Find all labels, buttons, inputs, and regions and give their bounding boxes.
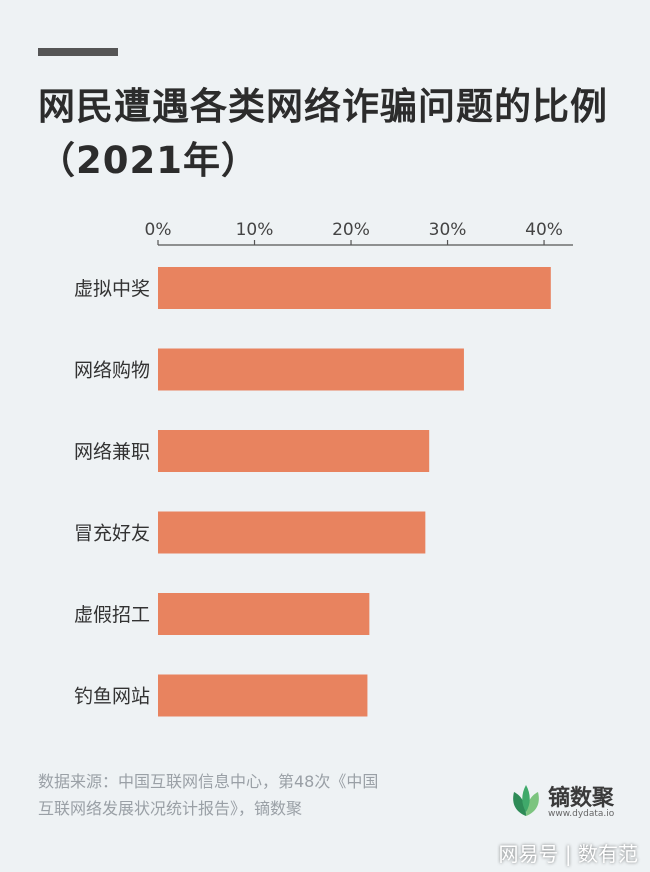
category-label: 虚拟中奖 xyxy=(74,278,150,300)
category-label: 冒充好友 xyxy=(74,523,150,545)
chart-title: 网民遭遇各类网络诈骗问题的比例 （2021年） xyxy=(38,80,638,188)
leaf-logo-icon xyxy=(513,785,539,816)
data-source-line-1: 数据来源：中国互联网信息中心，第48次《中国 xyxy=(38,772,379,791)
data-source-line-2: 互联网络发展状况统计报告》，镝数聚 xyxy=(38,799,303,818)
brand-url: www.dydata.io xyxy=(548,809,615,819)
data-source-note: 数据来源：中国互联网信息中心，第48次《中国 互联网络发展状况统计报告》，镝数聚 xyxy=(38,768,478,822)
watermark: 网易号 | 数有范 xyxy=(498,842,638,866)
x-tick-label: 40% xyxy=(525,220,563,240)
category-label: 钓鱼网站 xyxy=(74,686,150,708)
bar xyxy=(158,674,368,717)
bar xyxy=(158,430,430,472)
x-tick-label: 20% xyxy=(332,220,370,240)
bar xyxy=(158,593,370,635)
bar xyxy=(158,511,426,554)
chart-title-line-1: 网民遭遇各类网络诈骗问题的比例 xyxy=(38,85,608,128)
category-label: 虚假招工 xyxy=(74,604,150,626)
x-tick-label: 30% xyxy=(429,220,467,240)
bar xyxy=(158,267,551,309)
bar xyxy=(158,348,464,391)
category-label: 网络兼职 xyxy=(74,441,150,463)
brand-logo: 镝数聚 www.dydata.io xyxy=(508,780,638,820)
brand-name: 镝数聚 xyxy=(548,786,615,811)
x-tick-label: 0% xyxy=(145,220,172,240)
chart-title-line-2: （2021年） xyxy=(38,139,259,182)
x-tick-label: 10% xyxy=(236,220,274,240)
title-accent-rule xyxy=(38,48,118,56)
category-label: 网络购物 xyxy=(74,360,150,382)
